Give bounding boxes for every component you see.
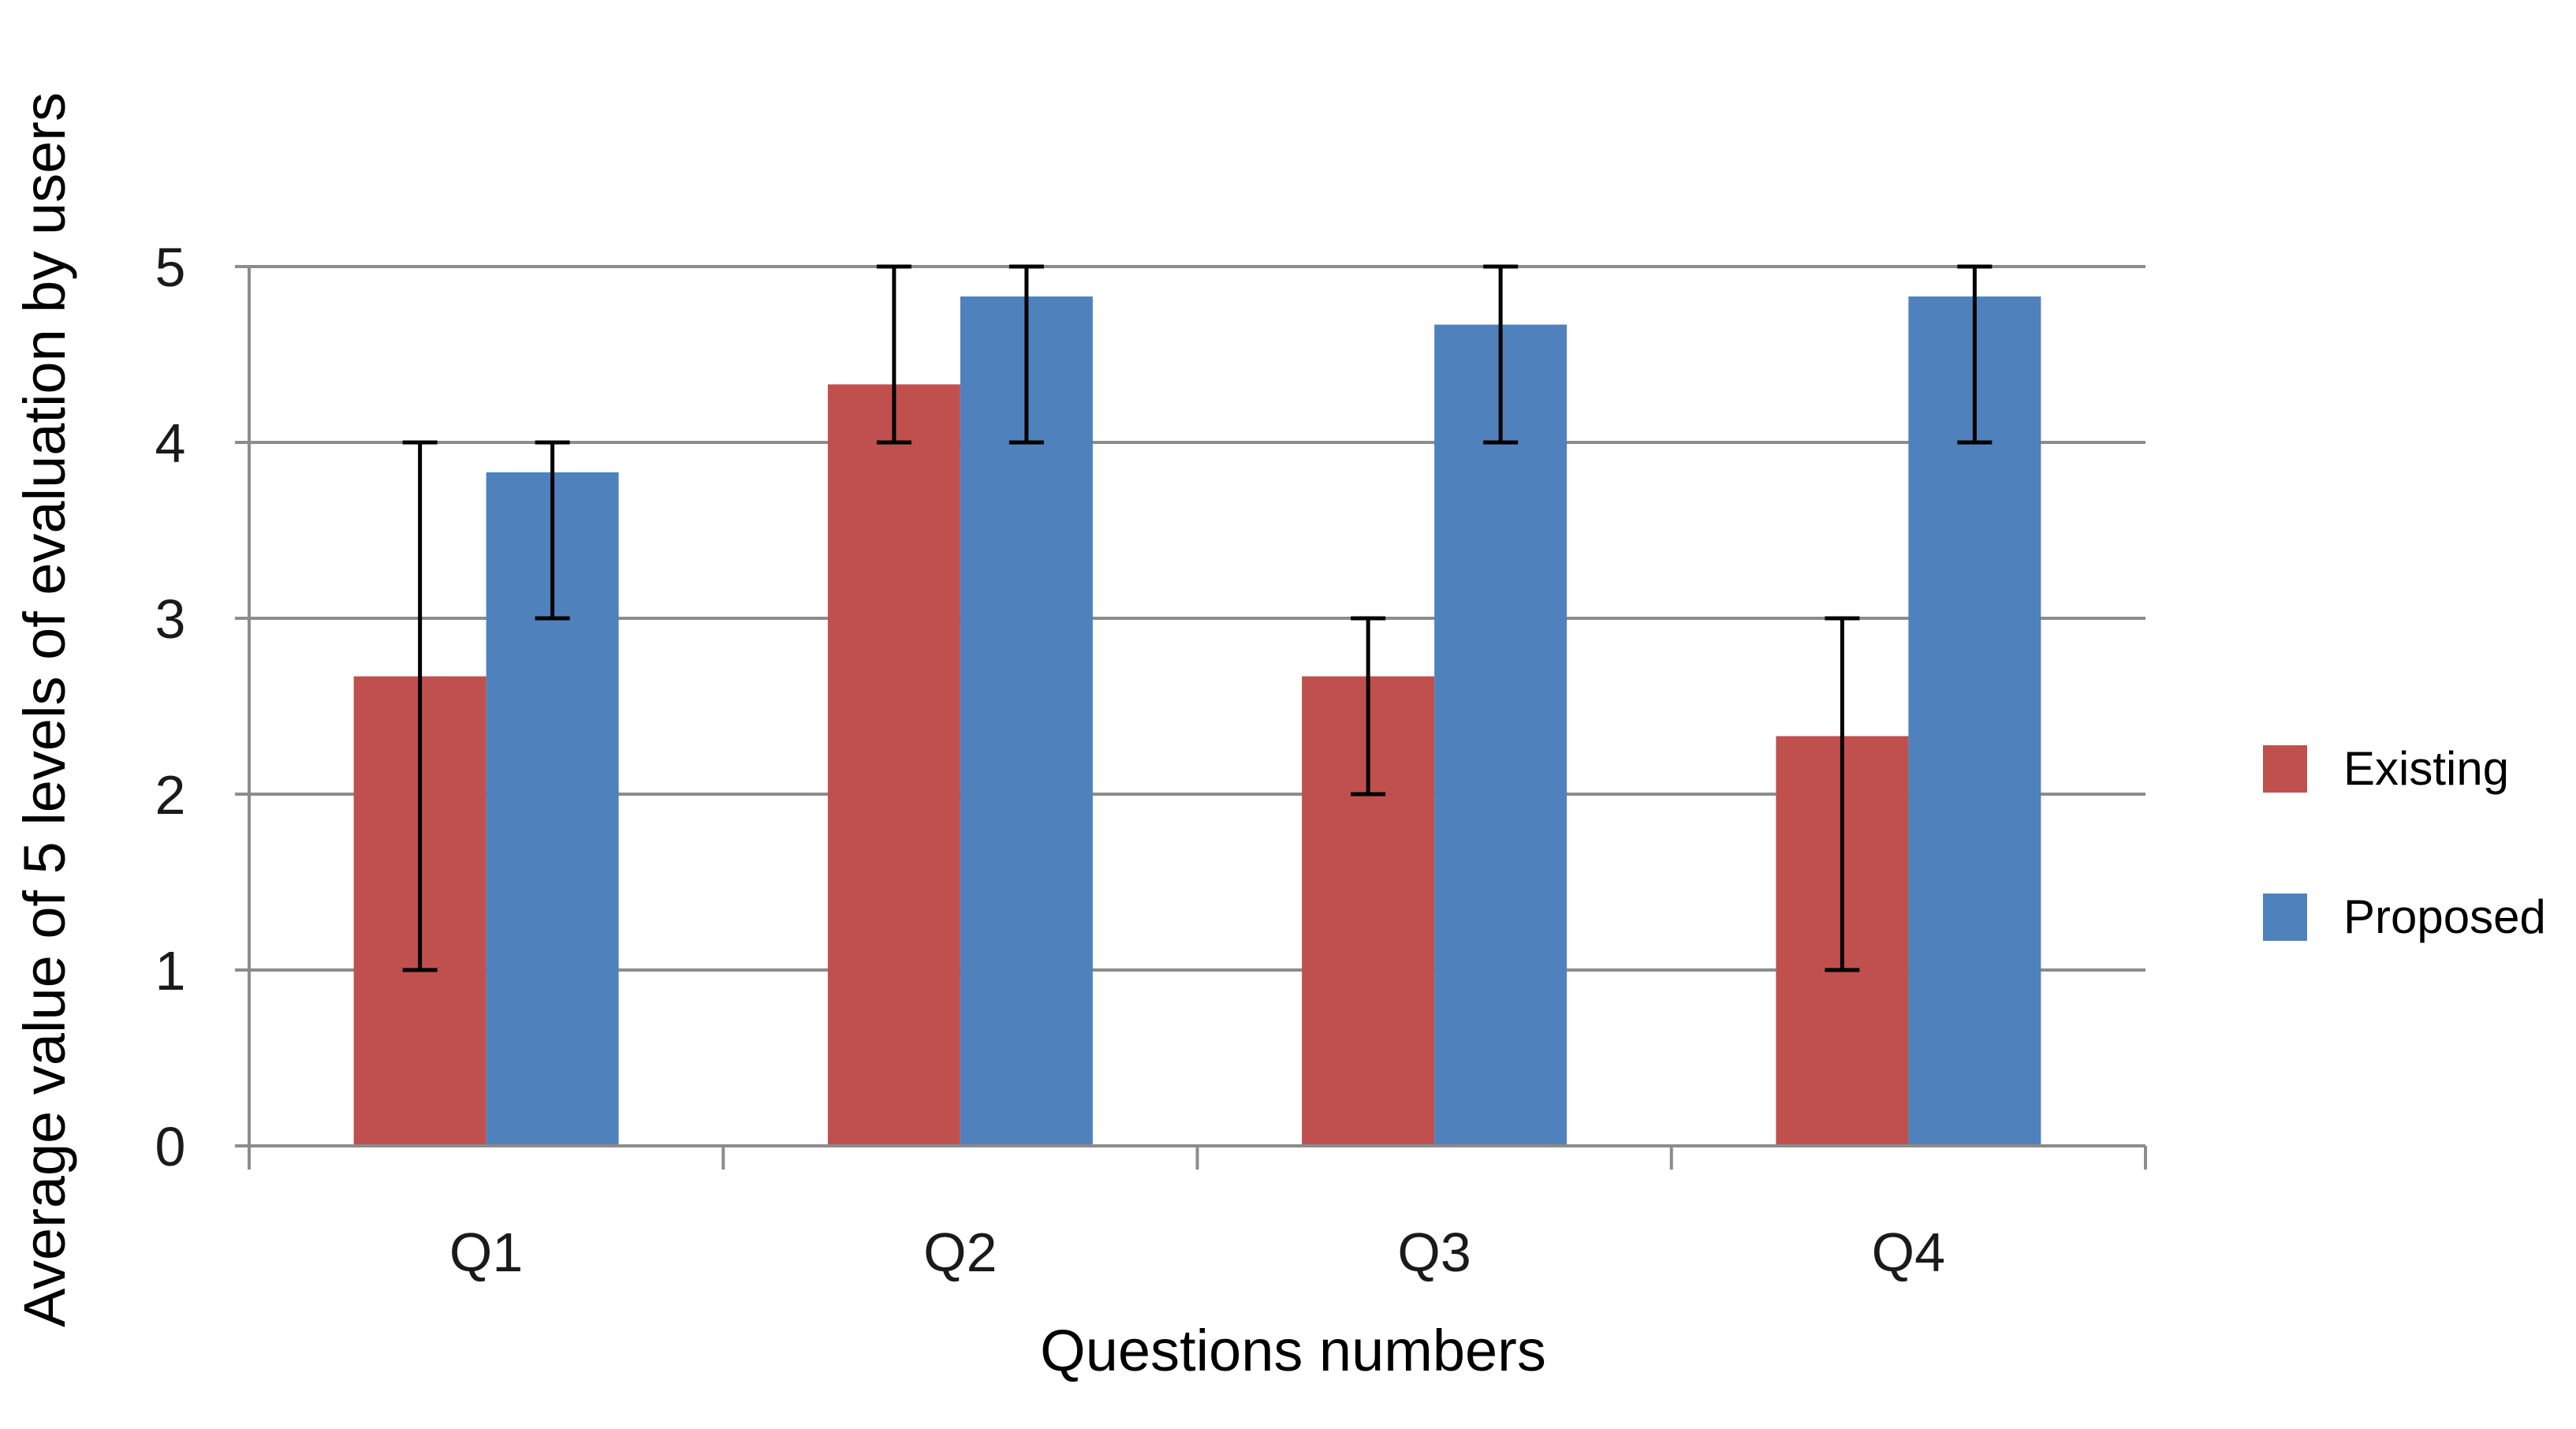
legend: Existing Proposed	[2263, 742, 2546, 943]
x-tick-label-q3: Q3	[1397, 1222, 1471, 1283]
bar-proposed-q3	[1434, 324, 1568, 1147]
legend-swatch-existing	[2263, 745, 2307, 793]
y-tick-label: 1	[155, 940, 186, 1002]
y-tick-label: 3	[155, 588, 186, 650]
legend-label-proposed: Proposed	[2343, 890, 2546, 943]
x-tick-label-q2: Q2	[923, 1222, 997, 1283]
x-axis-title: Questions numbers	[1040, 1318, 1546, 1383]
bar-existing-q2	[827, 384, 960, 1146]
y-axis-title: Average value of 5 levels of evaluation …	[12, 92, 77, 1327]
y-tick-label: 0	[155, 1116, 186, 1177]
x-tick-labels: Q1 Q2 Q3 Q4	[449, 1222, 1945, 1283]
y-tick-label: 4	[155, 412, 186, 474]
y-tick-label: 2	[155, 764, 186, 826]
legend-swatch-proposed	[2263, 894, 2307, 941]
error-bars	[402, 264, 1993, 972]
bars	[353, 296, 2041, 1147]
y-tick-label: 5	[155, 237, 186, 298]
x-tick-label-q4: Q4	[1872, 1222, 1945, 1283]
x-tick-label-q1: Q1	[449, 1222, 523, 1283]
y-tick-labels: 0 1 2 3 4 5	[155, 237, 186, 1177]
legend-label-existing: Existing	[2343, 742, 2509, 795]
axes	[235, 265, 2147, 1170]
